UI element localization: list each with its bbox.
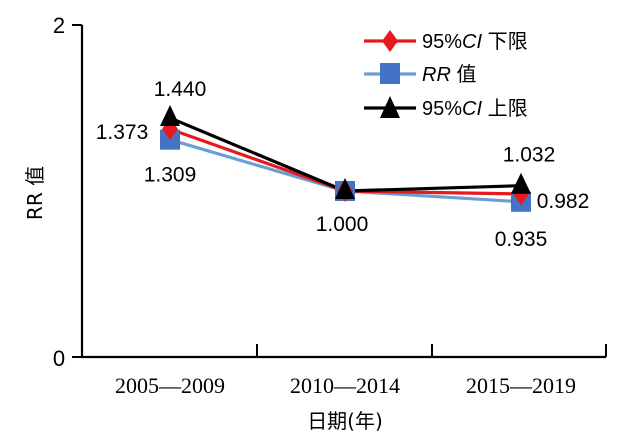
x-tick-label-2005-2009: 2005—2009 [115,373,225,398]
data-label-ci-lower-0: 1.373 [96,121,149,144]
data-label-ci-lower-2: 0.982 [537,190,590,213]
y-axis-title: RR 值 [23,166,47,220]
legend-item-ci-upper: 95%CI 上限 [364,96,528,120]
x-tick-label-2010-2014: 2010—2014 [290,373,400,398]
legend-label-ci-upper: 95%CI 上限 [422,97,528,120]
marker-ci-upper-0 [160,104,180,126]
legend-marker-diamond [382,30,398,52]
y-tick-label-min: 0 [53,346,65,371]
legend-label-ci-lower-prefix: 95% [422,31,462,53]
legend-label-ci-upper-prefix: 95% [422,98,462,120]
legend-marker-square [380,63,400,84]
data-label-rr-1: 1.000 [316,213,369,236]
legend: 95%CI 下限 RR 值 95%CI 上限 [364,30,528,120]
legend-item-rr: RR 值 [364,63,476,86]
y-tick-label-max: 2 [53,13,65,38]
legend-label-rr-italic: RR [422,64,451,86]
legend-label-ci-upper-italic: CI [462,98,482,120]
x-tick-label-2015-2019: 2015—2019 [466,373,576,398]
legend-label-ci-lower: 95%CI 下限 [422,30,528,53]
data-label-rr-0: 1.309 [144,164,197,187]
data-label-rr-2: 0.935 [495,228,548,251]
data-labels: 1.373 0.982 1.309 1.000 0.935 1.440 1.032 [96,78,590,251]
data-label-ci-upper-0: 1.440 [154,78,207,101]
data-label-ci-upper-2: 1.032 [503,144,556,167]
legend-label-ci-lower-suffix: 下限 [482,30,528,53]
legend-label-ci-upper-suffix: 上限 [482,97,528,120]
x-axis-title: 日期(年) [307,409,383,433]
marker-ci-upper-2 [511,172,531,194]
legend-label-ci-lower-italic: CI [462,31,482,53]
legend-item-ci-lower: 95%CI 下限 [364,30,528,53]
legend-marker-triangle [380,96,400,118]
series-markers [160,104,531,212]
legend-label-rr: RR 值 [422,63,476,86]
legend-label-rr-suffix: 值 [451,63,477,86]
marker-ci-upper-1 [335,178,355,199]
